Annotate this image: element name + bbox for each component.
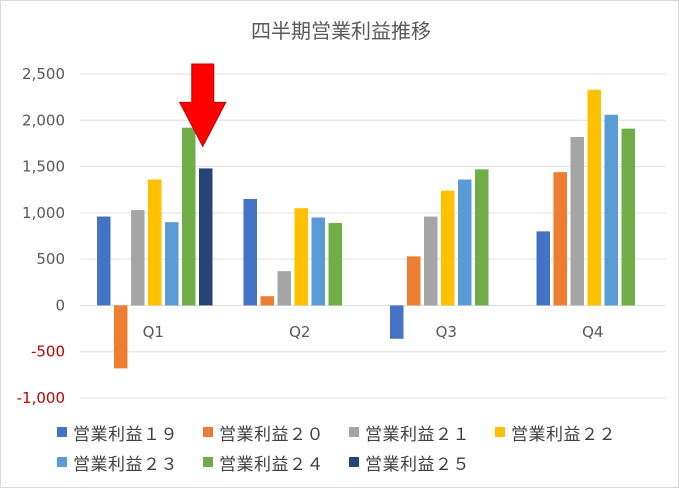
legend-label: 営業利益２３ <box>73 454 178 475</box>
legend-item: 営業利益２４ <box>203 451 324 475</box>
bar <box>199 168 213 306</box>
legend-item: 営業利益１９ <box>57 421 178 445</box>
bar <box>243 198 257 306</box>
legend-label: 営業利益２２ <box>511 424 616 445</box>
y-tick-label: 1,000 <box>22 204 65 222</box>
x-tick-label: Q2 <box>289 323 310 341</box>
legend-label: 営業利益１９ <box>73 424 178 445</box>
y-tick-label: 2,500 <box>22 65 65 83</box>
legend-swatch <box>349 457 359 467</box>
bar <box>294 208 308 306</box>
legend-label: 営業利益２１ <box>365 424 470 445</box>
bar <box>441 190 455 306</box>
legend-swatch <box>203 427 213 437</box>
bar <box>328 223 342 306</box>
y-tick-label: 2,000 <box>22 111 65 129</box>
legend-swatch <box>349 427 359 437</box>
bar <box>604 114 618 306</box>
bar <box>458 179 472 306</box>
annotation <box>178 63 227 148</box>
bar <box>165 222 179 306</box>
bar <box>182 127 196 306</box>
legend-label: 営業利益２５ <box>365 454 470 475</box>
legend-label: 営業利益２０ <box>219 424 324 445</box>
x-tick-label: Q1 <box>143 323 164 341</box>
bar <box>553 172 567 306</box>
legend-item: 営業利益２０ <box>203 421 324 445</box>
bar <box>424 216 438 306</box>
bar <box>536 231 550 306</box>
bars <box>97 89 635 369</box>
bar <box>277 271 291 306</box>
legend-swatch <box>57 427 67 437</box>
bar <box>407 256 421 306</box>
y-axis-ticks: 2,500 2,000 1,500 1,000 500 0 -500 -1,000 <box>17 65 65 407</box>
legend-item: 営業利益２１ <box>349 421 470 445</box>
bar <box>570 136 584 306</box>
bar <box>148 179 162 306</box>
x-tick-label: Q3 <box>436 323 457 341</box>
x-axis-labels: Q1 Q2 Q3 Q4 <box>143 323 604 341</box>
bar <box>311 217 325 306</box>
y-tick-label: 1,500 <box>22 158 65 176</box>
bar <box>260 296 274 306</box>
legend-swatch <box>495 427 505 437</box>
bar <box>114 305 128 369</box>
bar <box>97 216 111 306</box>
y-tick-label: 500 <box>36 250 65 268</box>
bar <box>587 89 601 306</box>
chart-title: 四半期営業利益推移 <box>251 19 431 43</box>
legend-item: 営業利益２２ <box>495 421 616 445</box>
y-tick-label: -1,000 <box>17 389 65 407</box>
bar <box>475 169 489 306</box>
y-tick-label: -500 <box>31 343 65 361</box>
legend-swatch <box>203 457 213 467</box>
legend-swatch <box>57 457 67 467</box>
legend-item: 営業利益２５ <box>349 451 470 475</box>
bar <box>390 305 404 339</box>
bar <box>131 210 145 306</box>
legend-item: 営業利益２３ <box>57 451 178 475</box>
y-tick-label: 0 <box>55 296 65 314</box>
bar <box>621 128 635 306</box>
x-tick-label: Q4 <box>582 323 603 341</box>
legend-label: 営業利益２４ <box>219 454 324 475</box>
down-arrow-icon <box>178 63 227 148</box>
